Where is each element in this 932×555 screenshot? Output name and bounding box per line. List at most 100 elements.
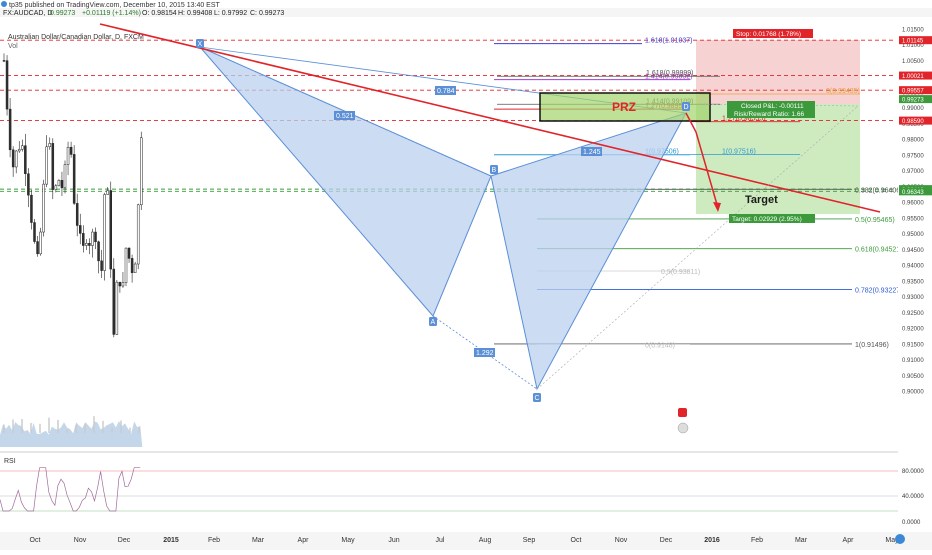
price-tick: 0.91000 xyxy=(902,358,924,364)
point-c-label: C xyxy=(535,395,540,402)
point-x-box xyxy=(196,39,204,48)
time-tick: Sep xyxy=(523,537,536,544)
volume-fill xyxy=(0,421,143,447)
volume-area xyxy=(0,416,143,447)
price-tick: 0.92000 xyxy=(902,327,924,333)
pattern-point-labels: X A B C D xyxy=(196,39,690,402)
closed-pl-box xyxy=(727,101,815,118)
arrow-2 xyxy=(695,131,719,209)
candle xyxy=(66,146,70,165)
candle xyxy=(94,231,97,243)
open-value: O: 0.98154 xyxy=(142,10,177,17)
time-axis: Oct Nov Dec 2015 Feb Mar Apr May Jun Jul Aug Sep Oct… xyxy=(30,537,900,544)
user-icon xyxy=(1,1,7,7)
time-tick: 2015 xyxy=(163,537,179,544)
event-flags xyxy=(677,408,689,434)
candle xyxy=(63,164,67,189)
time-tick: Dec xyxy=(660,537,673,544)
rsi-panel: 80.0000 40.0000 0.0000 xyxy=(0,451,924,526)
candle xyxy=(14,150,18,168)
price-tag-3 xyxy=(899,95,932,104)
fib-xa-label-1: 1.414(0.99892) xyxy=(645,74,692,81)
candle xyxy=(103,194,106,271)
price-tag-6 xyxy=(899,187,932,196)
price-tick: 1.01000 xyxy=(902,43,924,49)
price-tag-2 xyxy=(899,86,932,95)
price-tick: 0.90500 xyxy=(902,374,924,380)
pattern-xb-line xyxy=(199,46,492,177)
price-tag-label-4: 0.98590 xyxy=(902,119,924,125)
time-tick: Jun xyxy=(388,537,399,544)
price-tick: 0.95000 xyxy=(902,232,924,238)
price-tag-label-3: 0.99273 xyxy=(902,98,924,104)
price-tag-4 xyxy=(899,116,932,125)
candle xyxy=(127,247,131,259)
close-value: C: 0.99273 xyxy=(250,10,284,17)
low-value: L: 0.97992 xyxy=(214,10,247,17)
point-x-label: X xyxy=(198,41,203,48)
time-tick: May xyxy=(885,537,899,544)
fib-faded-label-0: 0.5(0.93811) xyxy=(661,269,700,276)
time-tick: Apr xyxy=(298,537,310,544)
price-tag-label-1: 1.00021 xyxy=(902,74,924,80)
ratio-xa: 0.521 xyxy=(336,113,354,120)
time-tick: Oct xyxy=(571,537,582,544)
candle xyxy=(91,231,94,246)
candle xyxy=(5,60,9,110)
fib-retr-label-3: 0.782(0.93227) xyxy=(855,287,902,294)
fib-bc-label-2: 1.27(0.98555) xyxy=(722,116,766,123)
time-tick: Mar xyxy=(252,537,265,544)
price-tag-label-6: 0.96343 xyxy=(902,190,924,196)
price-tick: 0.90000 xyxy=(902,390,924,396)
candle xyxy=(21,145,24,150)
price-tick: 0.97500 xyxy=(902,153,924,159)
fib-bc-label-3: 1(0.97516) xyxy=(722,148,756,155)
fib-xa-label-0: 1.618(1.01037) xyxy=(645,38,692,45)
point-d-box xyxy=(682,102,690,111)
chart-title: Australian Dollar/Canadian Dollar, D, FX… xyxy=(8,34,144,41)
price-tick: 1.01500 xyxy=(902,28,924,34)
point-b-label: B xyxy=(492,167,497,174)
target-box xyxy=(729,214,815,223)
tradingview-logo-icon xyxy=(895,534,905,544)
rsi-line xyxy=(0,467,141,512)
pattern-triangle-bcd xyxy=(490,112,688,391)
point-a-label: A xyxy=(431,319,436,326)
time-tick: Aug xyxy=(479,537,492,544)
ratio-xb-box xyxy=(435,86,456,95)
time-tick: Nov xyxy=(74,537,87,544)
candle xyxy=(2,60,6,62)
prz-label: PRZ xyxy=(612,100,636,114)
candle xyxy=(39,231,42,255)
candle xyxy=(118,281,122,287)
point-d-label: D xyxy=(684,104,689,111)
candles xyxy=(2,53,143,338)
fib-retr-label-4: 1(0.91496) xyxy=(855,342,889,349)
ratio-ac: 1.292 xyxy=(476,350,494,357)
candle xyxy=(57,180,61,187)
candle xyxy=(30,194,33,223)
candle xyxy=(27,173,30,196)
publisher-line: tp35 published on TradingView.com, Decem… xyxy=(9,2,221,9)
candle xyxy=(82,233,85,246)
time-tick: Mar xyxy=(795,537,808,544)
rsi-tick-40: 40.0000 xyxy=(902,494,924,500)
price-tag-0 xyxy=(899,36,932,45)
candle xyxy=(45,146,48,185)
candle xyxy=(115,281,119,335)
candle xyxy=(79,225,82,234)
symbol-name: FX:AUDCAD, D xyxy=(3,10,52,17)
candle xyxy=(109,190,112,270)
ratio-xa-box xyxy=(334,111,355,120)
vol-label: Vol xyxy=(8,43,18,50)
price-tag-label-2: 0.99557 xyxy=(902,89,924,95)
time-tick: Oct xyxy=(30,537,41,544)
price-tick: 0.93000 xyxy=(902,295,924,301)
candle xyxy=(140,137,143,206)
candle xyxy=(60,180,64,189)
profit-target-zone xyxy=(696,104,860,214)
price-tick: 0.98500 xyxy=(902,122,924,128)
fib-retr-label-0: 0.382(0.96406) xyxy=(855,187,902,194)
candle xyxy=(24,145,27,174)
